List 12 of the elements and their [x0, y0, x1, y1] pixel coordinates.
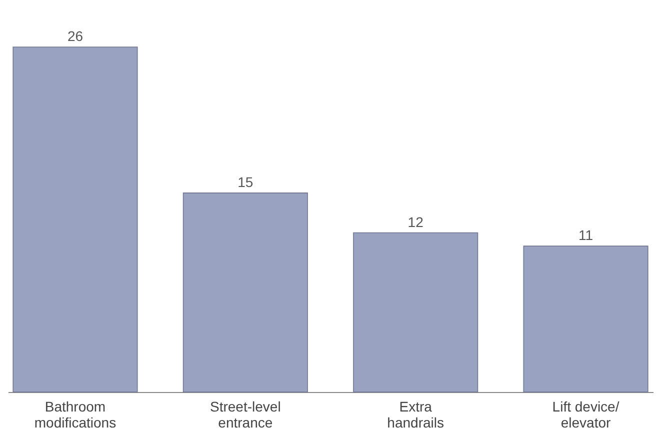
- bar: [523, 246, 648, 392]
- data-label: 11: [578, 227, 594, 244]
- x-tick-label: Street-level entrance: [210, 398, 281, 430]
- x-tick-label: Extra handrails: [387, 398, 444, 430]
- data-label: 15: [238, 174, 254, 190]
- data-label: 12: [408, 214, 424, 230]
- x-tick-label: Bathroom modifications: [34, 398, 116, 430]
- bar: [182, 192, 308, 392]
- bar: [12, 46, 138, 392]
- bar: [353, 232, 478, 392]
- x-tick-label: Lift device/ elevator: [552, 398, 620, 430]
- data-label: 26: [67, 28, 84, 44]
